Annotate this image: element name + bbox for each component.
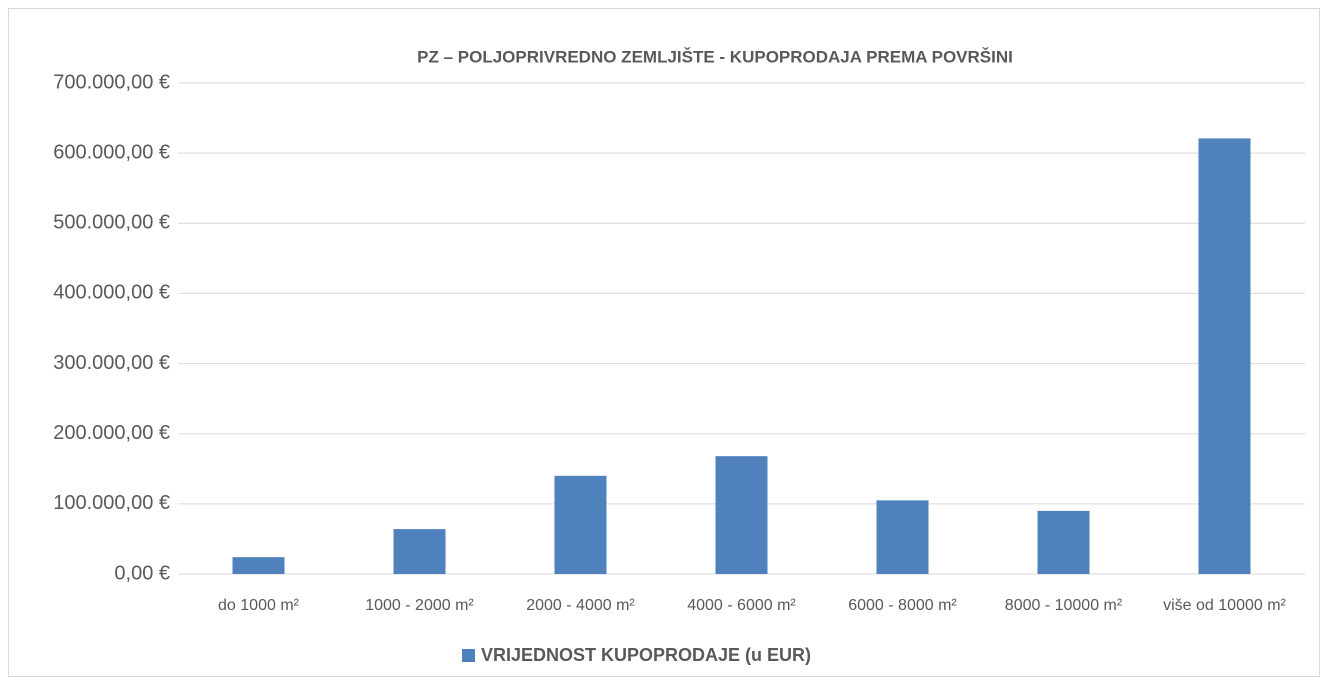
y-tick-label: 500.000,00 € <box>53 212 170 234</box>
x-tick-label: do 1000 m² <box>218 597 300 614</box>
y-tick-label: 700.000,00 € <box>53 71 170 93</box>
x-tick-label: 1000 - 2000 m² <box>365 597 474 614</box>
bar <box>1198 138 1251 575</box>
y-tick-label: 100.000,00 € <box>53 492 170 514</box>
x-tick-label: 2000 - 4000 m² <box>526 597 635 614</box>
y-tick-label: 300.000,00 € <box>53 352 170 374</box>
x-tick-label: 6000 - 8000 m² <box>848 597 957 614</box>
bar <box>876 500 929 574</box>
bar <box>715 456 768 574</box>
legend-swatch <box>462 649 475 662</box>
bar <box>554 475 607 574</box>
x-tick-label: više od 10000 m² <box>1163 597 1286 614</box>
bar <box>1037 510 1090 574</box>
y-tick-label: 400.000,00 € <box>53 282 170 304</box>
bar <box>232 557 285 574</box>
x-tick-label: 4000 - 6000 m² <box>687 597 796 614</box>
y-tick-label: 200.000,00 € <box>53 422 170 444</box>
chart-frame <box>8 8 1320 677</box>
y-tick-label: 0,00 € <box>114 562 170 584</box>
chart-title: PZ – POLJOPRIVREDNO ZEMLJIŠTE - KUPOPROD… <box>417 47 1013 66</box>
x-tick-label: 8000 - 10000 m² <box>1005 597 1123 614</box>
legend-label: VRIJEDNOST KUPOPRODAJE (u EUR) <box>481 645 811 665</box>
y-tick-label: 600.000,00 € <box>53 141 170 163</box>
bar <box>393 529 446 574</box>
